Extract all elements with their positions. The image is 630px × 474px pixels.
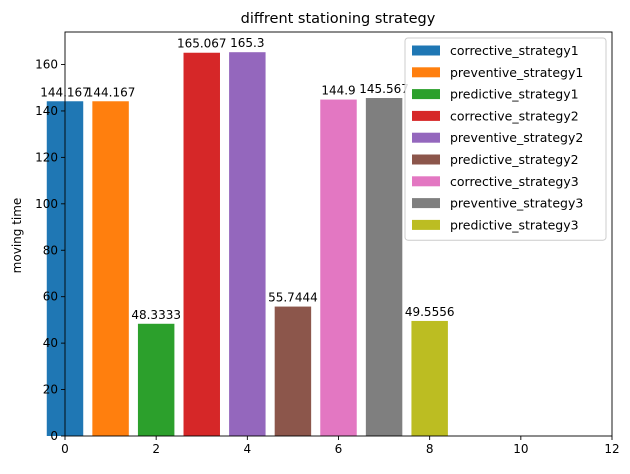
legend-entry-label: preventive_strategy1 bbox=[450, 65, 583, 80]
bar-predictive_strategy3 bbox=[411, 320, 448, 436]
x-tick-label: 2 bbox=[152, 442, 160, 456]
bar-value-label: 144.9 bbox=[321, 84, 355, 98]
bar-corrective_strategy3 bbox=[320, 99, 357, 436]
bar-value-label: 165.067 bbox=[177, 37, 227, 51]
legend-swatch-preventive_strategy3 bbox=[412, 198, 440, 209]
x-tick-label: 4 bbox=[244, 442, 252, 456]
legend-entry-label: predictive_strategy1 bbox=[450, 87, 579, 102]
y-tick-label: 120 bbox=[35, 150, 58, 164]
legend-swatch-corrective_strategy1 bbox=[412, 45, 440, 56]
chart-title: diffrent stationing strategy bbox=[241, 11, 436, 27]
x-tick-label: 12 bbox=[604, 442, 619, 456]
bar-value-label: 55.7444 bbox=[268, 291, 318, 305]
bar-preventive_strategy1 bbox=[92, 101, 129, 436]
y-tick-label: 80 bbox=[43, 243, 58, 257]
legend-swatch-preventive_strategy1 bbox=[412, 67, 440, 78]
x-tick-label: 10 bbox=[513, 442, 528, 456]
bar-predictive_strategy1 bbox=[137, 323, 175, 436]
legend-swatch-preventive_strategy2 bbox=[412, 132, 440, 143]
legend-entry-label: corrective_strategy2 bbox=[450, 108, 579, 123]
legend-entry-label: preventive_strategy3 bbox=[450, 196, 583, 211]
y-tick-label: 140 bbox=[35, 104, 58, 118]
x-tick-label: 0 bbox=[61, 442, 69, 456]
x-tick-label: 6 bbox=[335, 442, 343, 456]
y-tick-label: 40 bbox=[43, 336, 58, 350]
legend-entry-label: corrective_strategy3 bbox=[450, 174, 579, 189]
legend-entry-label: predictive_strategy3 bbox=[450, 217, 579, 232]
legend-swatch-corrective_strategy2 bbox=[412, 110, 440, 121]
legend-box bbox=[404, 37, 607, 241]
legend-entry-label: corrective_strategy1 bbox=[450, 43, 579, 58]
bar-value-label: 49.5556 bbox=[405, 305, 455, 319]
y-tick-label: 100 bbox=[35, 197, 58, 211]
y-tick-label: 20 bbox=[43, 383, 58, 397]
x-tick-label: 8 bbox=[426, 442, 434, 456]
legend-swatch-predictive_strategy3 bbox=[412, 219, 440, 230]
y-axis-label: moving time bbox=[10, 198, 24, 274]
bar-value-label: 145.567 bbox=[359, 82, 409, 96]
y-tick-label: 60 bbox=[43, 290, 58, 304]
legend: corrective_strategy1 preventive_strategy1… bbox=[404, 37, 607, 241]
bar-predictive_strategy2 bbox=[274, 306, 312, 436]
bar-value-label: 165.3 bbox=[230, 36, 264, 50]
bar-value-label: 48.3333 bbox=[131, 308, 181, 322]
y-tick-label: 0 bbox=[50, 429, 58, 443]
legend-swatch-predictive_strategy1 bbox=[412, 89, 440, 100]
legend-entry-label: predictive_strategy2 bbox=[450, 152, 579, 167]
y-tick-label: 160 bbox=[35, 58, 58, 72]
legend-entry-label: preventive_strategy2 bbox=[450, 130, 583, 145]
bar-preventive_strategy2 bbox=[229, 52, 266, 436]
legend-swatch-predictive_strategy2 bbox=[412, 154, 440, 165]
bar-value-label: 144.167 bbox=[86, 85, 136, 99]
legend-swatch-corrective_strategy3 bbox=[412, 176, 440, 187]
bar-corrective_strategy2 bbox=[183, 52, 220, 436]
bar-preventive_strategy3 bbox=[365, 98, 403, 437]
